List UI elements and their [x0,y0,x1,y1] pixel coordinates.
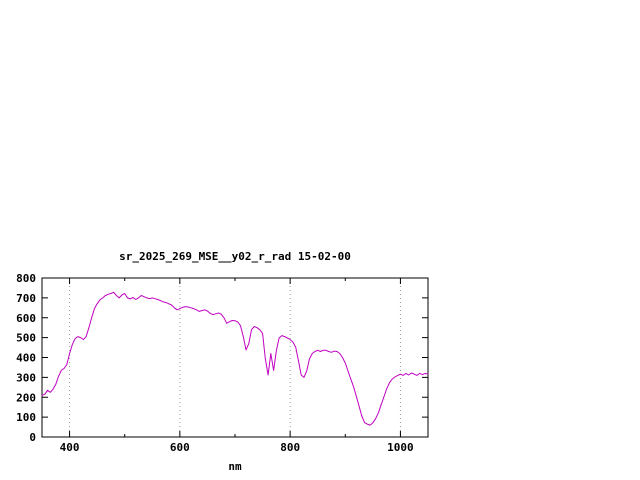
y-tick-label: 400 [16,352,36,365]
x-tick-label: 800 [280,441,300,454]
plot-border [41,277,429,438]
x-tick-label: 600 [170,441,190,454]
x-axis-label: nm [228,460,242,473]
y-tick-label: 0 [29,431,36,444]
x-tick-label: 1000 [387,441,414,454]
chart-title: sr_2025_269_MSE__y02_r_rad 15-02-00 [119,250,351,263]
y-tick-label: 600 [16,312,36,325]
y-tick-label: 800 [16,272,36,285]
x-tick-label: 400 [60,441,80,454]
y-tick-label: 700 [16,292,36,305]
spectrum-line [41,291,429,426]
y-tick-label: 100 [16,411,36,424]
y-tick-label: 300 [16,371,36,384]
y-tick-label: 200 [16,391,36,404]
y-tick-label: 500 [16,332,36,345]
